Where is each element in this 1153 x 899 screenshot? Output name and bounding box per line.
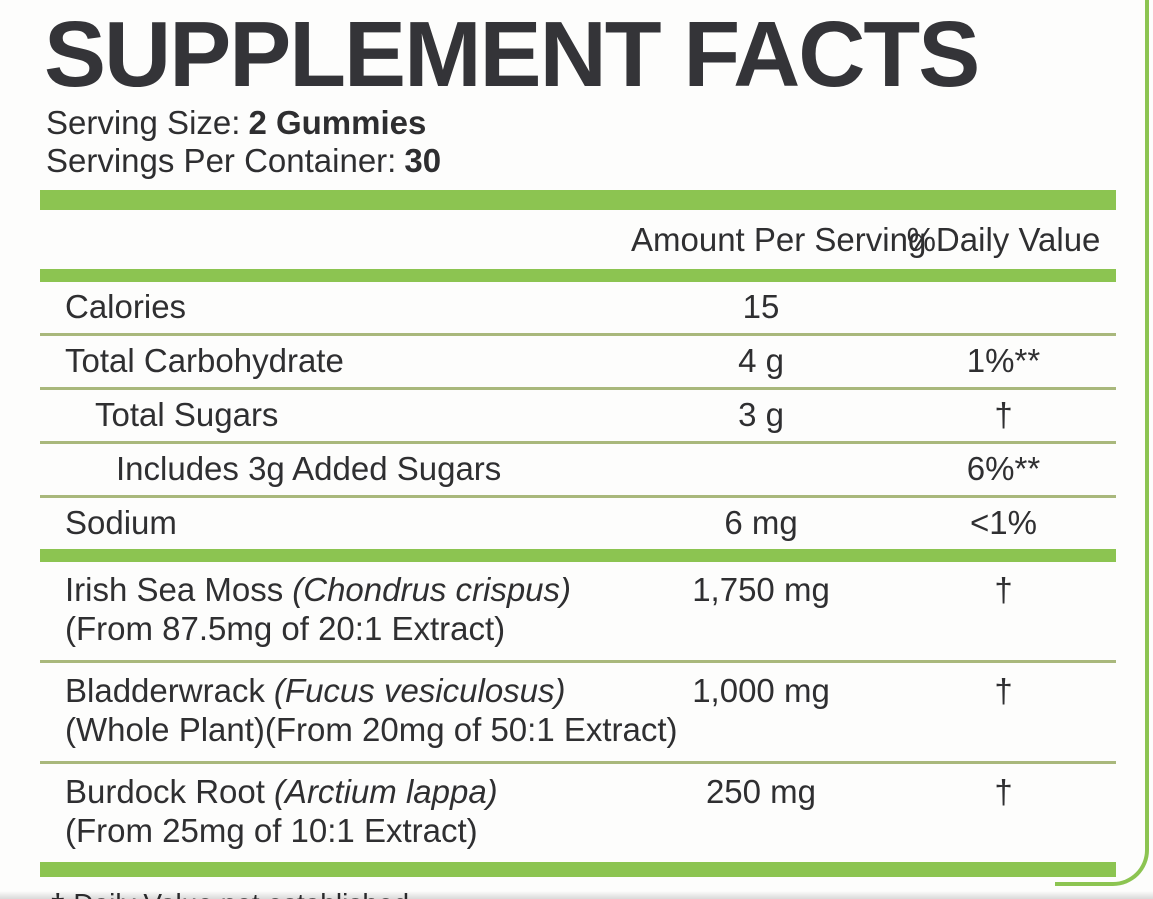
- thick-green-bar: [40, 190, 1116, 210]
- row-name: Includes 3g Added Sugars: [116, 450, 502, 487]
- header-daily-value: %Daily Value: [906, 221, 1101, 258]
- ingredient-daily-value: †: [994, 672, 1013, 709]
- row-amount: 3 g: [738, 396, 784, 433]
- ingredient-amount: 250 mg: [705, 773, 817, 810]
- ingredient-latin-name: (Chondrus crispus): [292, 571, 572, 608]
- table-row-sodium: Sodium 6 mg <1%: [40, 498, 1116, 549]
- ingredient-latin-name: (Fucus vesiculosus): [273, 672, 566, 709]
- ingredient-latin-name: (Arctium lappa): [273, 773, 498, 810]
- ingredient-row-bladderwrack: Bladderwrack (Fucus vesiculosus) 1,000 mg…: [40, 663, 1116, 761]
- serving-size-label: Serving Size:: [46, 104, 241, 141]
- row-separator: [40, 387, 1116, 390]
- row-separator: [40, 441, 1116, 444]
- row-amount: 6 mg: [724, 504, 798, 541]
- ingredient-daily-value: †: [994, 571, 1013, 608]
- ingredient-detail: (Whole Plant)(From 20mg of 50:1 Extract): [65, 711, 678, 748]
- row-daily-value: 1%**: [966, 342, 1041, 379]
- row-daily-value: <1%: [970, 504, 1037, 541]
- table-row-total-carbohydrate: Total Carbohydrate 4 g 1%**: [40, 336, 1116, 387]
- header-amount-per-serving: Amount Per Serving: [631, 221, 927, 258]
- row-daily-value: †: [994, 396, 1013, 433]
- ingredient-daily-value: †: [994, 773, 1013, 810]
- row-separator: [40, 495, 1116, 498]
- table-row-total-sugars: Total Sugars 3 g †: [40, 390, 1116, 441]
- row-name: Sodium: [65, 504, 177, 541]
- serving-size-value: 2 Gummies: [248, 104, 427, 141]
- ingredient-detail: (From 25mg of 10:1 Extract): [65, 812, 478, 849]
- row-name: Total Carbohydrate: [65, 342, 344, 379]
- row-name: Total Sugars: [95, 396, 279, 433]
- row-separator: [40, 660, 1116, 663]
- serving-size-line: Serving Size: 2 Gummies: [46, 104, 1153, 142]
- ingredient-row-irish-sea-moss: Irish Sea Moss (Chondrus crispus) 1,750 m…: [40, 562, 1116, 660]
- ingredient-name: Irish Sea Moss (Chondrus crispus): [40, 571, 631, 609]
- ingredient-name: Burdock Root (Arctium lappa): [40, 773, 631, 811]
- serving-info: Serving Size: 2 Gummies Servings Per Cont…: [46, 104, 1153, 180]
- servings-per-container-label: Servings Per Container:: [46, 142, 397, 179]
- footnotes: † Daily Value not established. ** Percen…: [50, 887, 1153, 899]
- ingredient-name: Bladderwrack (Fucus vesiculosus): [40, 672, 631, 710]
- label-title: SUPPLEMENT FACTS: [44, 2, 980, 106]
- table-row-calories: Calories 15: [40, 282, 1116, 333]
- servings-per-container-value: 30: [404, 142, 442, 179]
- row-name: Calories: [65, 288, 187, 325]
- row-separator: [40, 333, 1116, 336]
- table-header-row: Amount Per Serving %Daily Value: [40, 210, 1116, 269]
- ingredient-amount: 1,750 mg: [692, 571, 830, 608]
- thick-green-bar: [40, 862, 1116, 877]
- ingredient-detail: (From 87.5mg of 20:1 Extract): [65, 610, 506, 647]
- ingredient-common-name: Irish Sea Moss: [65, 571, 284, 608]
- thick-green-bar: [40, 549, 1116, 562]
- footnote-daily-value: † Daily Value not established.: [50, 887, 1153, 899]
- thick-green-bar: [40, 269, 1116, 282]
- servings-per-container-line: Servings Per Container: 30: [46, 142, 1153, 180]
- ingredient-common-name: Bladderwrack: [65, 672, 265, 709]
- row-amount: 15: [742, 288, 780, 325]
- row-daily-value: 6%**: [966, 450, 1041, 487]
- ingredient-common-name: Burdock Root: [65, 773, 265, 810]
- row-amount: 4 g: [738, 342, 784, 379]
- ingredient-amount: 1,000 mg: [692, 672, 830, 709]
- ingredient-row-burdock-root: Burdock Root (Arctium lappa) 250 mg † (Fr…: [40, 764, 1116, 862]
- table-row-added-sugars: Includes 3g Added Sugars 6%**: [40, 444, 1116, 495]
- row-separator: [40, 761, 1116, 764]
